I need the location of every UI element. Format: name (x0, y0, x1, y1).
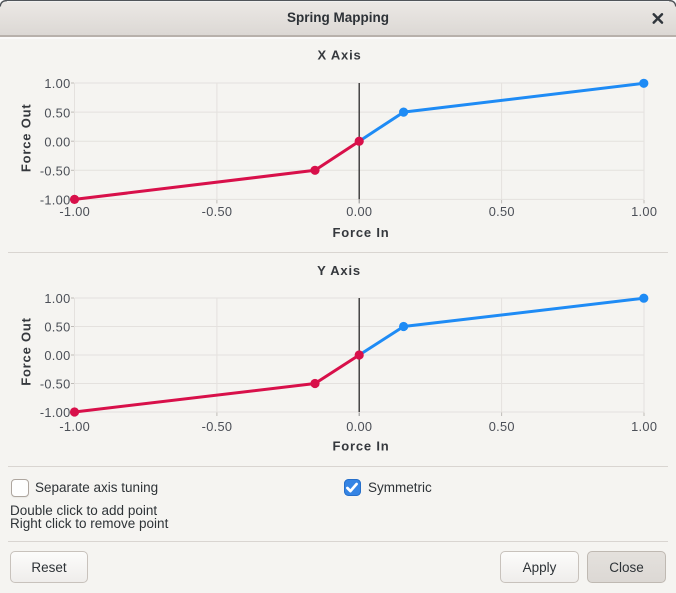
svg-text:0.50: 0.50 (489, 204, 515, 219)
svg-text:-0.50: -0.50 (40, 377, 71, 392)
svg-text:1.00: 1.00 (631, 419, 657, 434)
svg-text:1.00: 1.00 (44, 291, 70, 306)
svg-text:0.50: 0.50 (489, 419, 515, 434)
svg-text:-1.00: -1.00 (59, 419, 90, 434)
svg-text:Force In: Force In (333, 438, 390, 453)
svg-text:-1.00: -1.00 (40, 405, 71, 420)
svg-text:0.00: 0.00 (346, 204, 372, 219)
svg-text:0.50: 0.50 (44, 105, 70, 120)
svg-text:0.00: 0.00 (346, 419, 372, 434)
svg-text:-1.00: -1.00 (40, 193, 71, 208)
svg-text:0.00: 0.00 (44, 348, 70, 363)
svg-text:Y Axis: Y Axis (317, 263, 361, 278)
svg-text:X Axis: X Axis (317, 48, 361, 63)
svg-text:0.00: 0.00 (44, 134, 70, 149)
svg-text:-0.50: -0.50 (202, 419, 233, 434)
svg-text:1.00: 1.00 (631, 204, 657, 219)
svg-text:0.50: 0.50 (44, 320, 70, 335)
svg-text:-1.00: -1.00 (59, 204, 90, 219)
svg-text:1.00: 1.00 (44, 76, 70, 91)
svg-text:Force Out: Force Out (19, 317, 34, 386)
svg-text:-0.50: -0.50 (40, 164, 71, 179)
svg-text:Force In: Force In (333, 225, 390, 240)
svg-text:Force Out: Force Out (19, 103, 34, 172)
svg-text:-0.50: -0.50 (202, 204, 233, 219)
